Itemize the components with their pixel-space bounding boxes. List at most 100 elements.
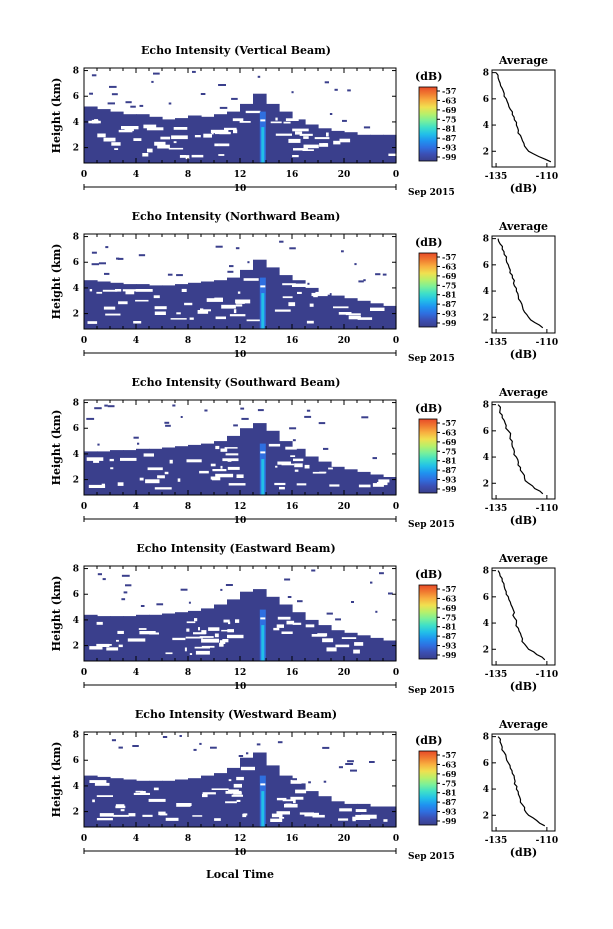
echo-speckle [111, 739, 116, 742]
echo-column [383, 806, 397, 827]
y-axis-label: Height (km) [50, 410, 63, 486]
echo-gap [173, 127, 188, 130]
average-frame [491, 69, 556, 168]
echo-speckle [354, 263, 357, 266]
y-tick-label: 8 [73, 399, 79, 409]
colorbar-tick-label: -93 [442, 807, 457, 817]
echo-column [123, 284, 137, 329]
echo-gap [97, 133, 106, 138]
colorbar-tick-label: -99 [442, 484, 457, 494]
y-tick-label: 8 [73, 565, 79, 575]
echo-column [266, 103, 280, 163]
echo-speckle [179, 735, 182, 737]
echo-gap [224, 447, 238, 449]
echo-speckle [89, 92, 93, 95]
echo-gap [159, 813, 168, 816]
echo-speckle [140, 605, 145, 607]
echo-gap [199, 636, 214, 638]
echo-speckle [97, 443, 100, 446]
colorbar-tick-label: -99 [442, 152, 457, 162]
echo-gap [153, 295, 160, 299]
x-tick-label: 16 [286, 170, 299, 180]
colorbar-unit: (dB) [415, 734, 442, 747]
panel-5: Echo Intensity (Westward Beam) 2 4 6 8 0 4 8 12 1… [50, 708, 558, 862]
echo-gap [189, 653, 193, 655]
echo-gap [326, 647, 337, 652]
average-y-tick-label: 2 [483, 811, 489, 821]
echo-speckle [334, 88, 338, 91]
echo-gap [128, 813, 136, 817]
colorbar-unit: (dB) [415, 402, 442, 415]
day-label: 10 [234, 516, 247, 526]
core-bright [260, 783, 266, 786]
average-title: Average [498, 718, 548, 731]
echo-gap [243, 813, 248, 816]
x-tick-label: 0 [393, 502, 399, 512]
x-tick-label: 8 [185, 170, 191, 180]
average-title: Average [498, 220, 548, 233]
echo-gap [322, 143, 328, 145]
echo-region [84, 589, 397, 661]
date-label: Sep 2015 [408, 520, 455, 530]
x-tick-label: 20 [338, 170, 351, 180]
echo-gap [235, 304, 243, 307]
average-frame [491, 235, 556, 334]
echo-speckle [94, 407, 102, 410]
convective-core [259, 609, 266, 661]
echo-gap [303, 144, 319, 149]
x-tick-label: 0 [393, 668, 399, 678]
echo-speckle [107, 102, 115, 105]
echo-column [214, 604, 228, 661]
echo-gap [199, 470, 209, 474]
echo-gap [329, 484, 340, 487]
date-label: Sep 2015 [408, 354, 455, 364]
echo-speckle [318, 422, 326, 425]
echo-speckle [91, 263, 99, 266]
echo-column [331, 801, 345, 827]
echo-gap [139, 477, 144, 481]
echo-gap [164, 471, 169, 475]
echo-speckle [256, 743, 261, 746]
day-label: 10 [234, 184, 247, 194]
echo-speckle [246, 752, 249, 755]
echo-gap [94, 119, 98, 121]
echo-gap [319, 143, 329, 147]
echo-column [110, 111, 124, 163]
echo-gap [218, 154, 225, 156]
echo-gap [293, 799, 296, 804]
echo-gap [232, 118, 244, 122]
echo-column [383, 134, 397, 163]
echo-gap [154, 487, 172, 490]
average-profile-line [497, 736, 546, 827]
echo-gap [233, 309, 237, 314]
convective-core [259, 111, 266, 163]
echo-gap [292, 155, 299, 158]
echo-speckle [379, 572, 384, 575]
echo-gap [270, 121, 282, 124]
echo-gap [221, 629, 233, 632]
echo-gap [89, 289, 93, 292]
average-x-tick-label: -135 [485, 504, 508, 514]
echo-speckle [132, 745, 139, 747]
echo-speckle [235, 247, 240, 250]
echo-gap [299, 133, 313, 136]
x-tick-label: 8 [185, 668, 191, 678]
echo-speckle [289, 247, 296, 250]
x-tick-label: 4 [133, 170, 139, 180]
x-tick-label: 12 [234, 668, 247, 678]
echo-gap [285, 803, 292, 806]
echo-speckle [335, 618, 341, 621]
echo-gap [202, 792, 216, 795]
average-y-tick-label: 8 [483, 235, 489, 245]
echo-speckle [156, 603, 164, 606]
colorbar-tick-label: -57 [442, 418, 456, 428]
echo-speckle [329, 113, 333, 115]
x-tick-label: 20 [338, 668, 351, 678]
y-tick-label: 2 [73, 476, 79, 486]
colorbar [418, 418, 438, 494]
echo-gap [333, 140, 341, 145]
echo-column [305, 287, 319, 329]
echo-speckle [345, 763, 354, 765]
echo-gap [96, 795, 113, 797]
colorbar-tick-label: -75 [442, 778, 456, 788]
